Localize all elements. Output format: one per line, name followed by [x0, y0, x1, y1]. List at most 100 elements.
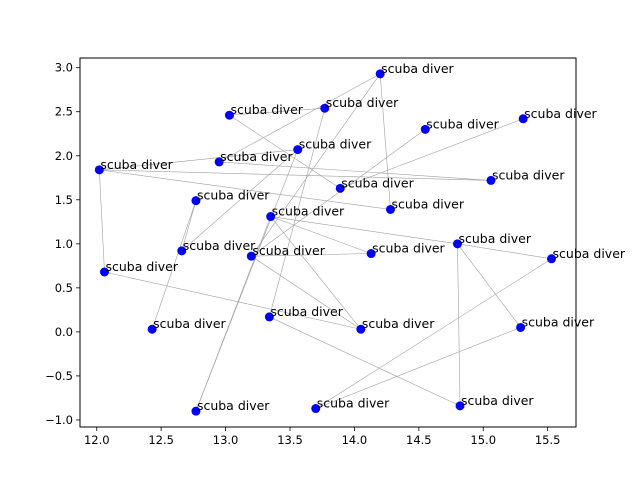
point-label: scuba diver: [252, 243, 325, 258]
x-tick-label: 15.0: [470, 433, 496, 447]
data-point: [375, 69, 385, 79]
data-point: [147, 324, 157, 334]
edge-line: [99, 169, 105, 273]
point-label: scuba diver: [426, 116, 499, 131]
edge-line: [251, 255, 362, 330]
y-tick-label: 3.0: [55, 61, 73, 75]
point-label: scuba diver: [381, 61, 454, 76]
x-tick-label: 13.5: [277, 433, 303, 447]
y-tick-label: 2.0: [55, 149, 73, 163]
edge-line: [151, 200, 197, 330]
data-point: [420, 124, 430, 134]
y-tick-label: 0.0: [55, 325, 73, 339]
y-axis: −1.0 −0.5 0.0 0.5 1.0 1.5 2.0 2.5 3.0: [45, 61, 80, 427]
point-label: scuba diver: [100, 157, 173, 172]
data-point: [214, 157, 224, 167]
point-label: scuba diver: [105, 259, 178, 274]
point-label: scuba diver: [524, 106, 597, 121]
point-label: scuba diver: [391, 196, 464, 211]
point-label: scuba diver: [197, 188, 270, 203]
point-label: scuba diver: [270, 304, 343, 319]
edge-line: [457, 243, 461, 406]
edge-line: [229, 107, 325, 116]
y-tick-label: 1.5: [55, 193, 73, 207]
y-tick-label: −0.5: [45, 369, 73, 383]
point-label: scuba diver: [272, 204, 345, 219]
y-tick-label: 1.0: [55, 237, 73, 251]
plot-frame: [79, 57, 577, 428]
point-label: scuba diver: [230, 102, 303, 117]
x-axis: 12.0 12.5 13.0 13.5 14.0 14.5 15.0 15.5: [84, 427, 561, 447]
y-tick-label: 0.5: [55, 281, 73, 295]
data-point: [366, 249, 376, 259]
point-label: scuba diver: [553, 246, 626, 261]
edge-line: [181, 200, 197, 251]
data-point: [385, 204, 395, 214]
edge-line: [270, 216, 362, 330]
data-point: [320, 103, 330, 113]
data-point: [191, 196, 201, 206]
edge-line: [251, 129, 426, 257]
x-tick-label: 15.5: [535, 433, 561, 447]
x-tick-label: 14.5: [406, 433, 432, 447]
edge-line: [99, 169, 491, 181]
point-label: scuba diver: [341, 175, 414, 190]
edge-line: [218, 73, 381, 163]
point-label: scuba diver: [153, 316, 226, 331]
point-label: scuba diver: [183, 238, 256, 253]
point-label: scuba diver: [220, 149, 293, 164]
point-label: scuba diver: [197, 398, 270, 413]
data-point: [293, 145, 303, 155]
point-label: scuba diver: [458, 231, 531, 246]
point-label: scuba diver: [317, 396, 390, 411]
edge-line: [315, 327, 521, 409]
y-tick-label: −1.0: [45, 413, 73, 427]
data-point: [335, 183, 345, 193]
point-label: scuba diver: [362, 316, 435, 331]
edge-line: [457, 243, 552, 260]
x-tick-label: 13.0: [213, 433, 239, 447]
edge-line: [340, 118, 524, 189]
data-point: [264, 312, 274, 322]
point-label: scuba diver: [326, 95, 399, 110]
data-point: [246, 251, 256, 261]
edge-line: [181, 149, 298, 252]
data-point: [94, 165, 104, 175]
edge-line: [229, 114, 341, 189]
edge-line: [251, 73, 381, 257]
point-label: scuba diver: [461, 393, 534, 408]
x-tick-label: 12.5: [148, 433, 174, 447]
data-point: [486, 175, 496, 185]
edge-line: [104, 271, 361, 330]
data-point: [311, 404, 321, 414]
edge-line: [251, 253, 372, 257]
data-point: [356, 324, 366, 334]
data-point: [266, 212, 276, 222]
edge-line: [219, 161, 491, 181]
point-layer: [94, 69, 557, 416]
data-point: [518, 114, 528, 124]
data-point: [452, 239, 462, 249]
edge-line: [269, 108, 326, 317]
edge-line: [270, 216, 372, 254]
point-label: scuba diver: [299, 137, 372, 152]
edge-line: [99, 169, 391, 210]
edge-line: [195, 216, 271, 412]
y-tick-label: 2.5: [55, 105, 73, 119]
edge-line: [457, 243, 521, 328]
data-point: [547, 254, 557, 264]
data-point: [191, 406, 201, 416]
x-tick-label: 12.0: [84, 433, 110, 447]
data-point: [177, 246, 187, 256]
data-point: [516, 322, 526, 332]
point-label: scuba diver: [492, 167, 565, 182]
edge-line: [315, 258, 552, 409]
data-point: [99, 267, 109, 277]
data-point: [224, 110, 234, 120]
edge-line: [379, 73, 391, 210]
data-point: [455, 401, 465, 411]
edge-line: [270, 216, 458, 245]
